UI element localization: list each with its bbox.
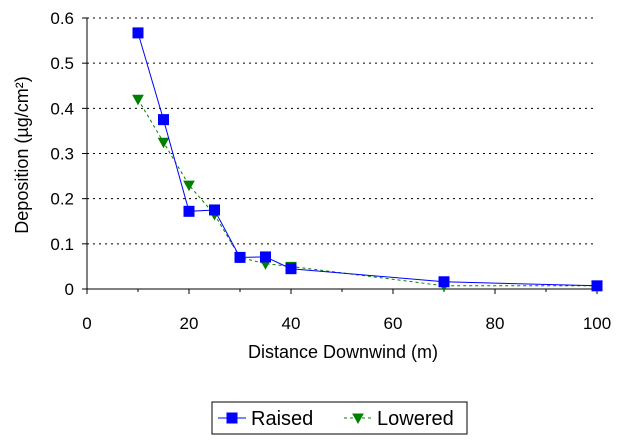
x-tick-label: 20 [180,314,199,333]
data-point-raised [183,205,195,217]
data-point-raised [591,280,603,292]
legend-item-raised: Raised [218,408,313,430]
y-tick-label: 0.2 [50,190,74,209]
y-tick-label: 0.5 [50,54,74,73]
data-point-lowered [132,94,144,106]
x-tick-label: 80 [486,314,505,333]
x-tick-label: 40 [282,314,301,333]
x-axis-title: Distance Downwind (m) [248,342,438,362]
series-line-lowered [137,99,597,287]
data-point-raised [260,251,271,263]
data-point-raised [209,204,220,216]
series-line-raised [137,32,598,287]
legend-label: Raised [251,408,313,430]
data-point-raised [158,114,169,126]
series-lowered [132,94,603,292]
y-tick-label: 0.6 [50,9,74,28]
legend-item-lowered: Lowered [344,408,454,430]
data-point-lowered [157,137,170,149]
y-tick-label: 0.4 [50,99,74,118]
data-point-raised [132,27,144,39]
axes [82,17,598,294]
data-point-raised [285,263,297,275]
y-tick-label: 0.3 [50,145,74,164]
legend: Raised Lowered [211,401,468,435]
x-tick-label: 60 [384,314,403,333]
legend-border [211,401,468,435]
data-point-raised [438,276,450,288]
y-axis-title: Deposition (µg/cm²) [12,76,32,233]
x-tick-label: 0 [82,314,91,333]
series-raised [132,27,603,292]
data-point-raised [234,251,246,263]
data-point-lowered [183,180,195,192]
series-group [132,27,603,292]
y-tick-label: 0 [65,280,74,299]
y-tick-label: 0.1 [50,235,74,254]
legend-marker [226,412,238,424]
gridlines [87,17,597,245]
x-tick-label: 100 [583,314,611,333]
legend-marker [352,413,364,425]
tick-labels: 0 0.1 0.2 0.3 0.4 0.5 0.6 0 20 40 60 80 100 [50,9,611,333]
legend-label: Lowered [377,408,454,430]
